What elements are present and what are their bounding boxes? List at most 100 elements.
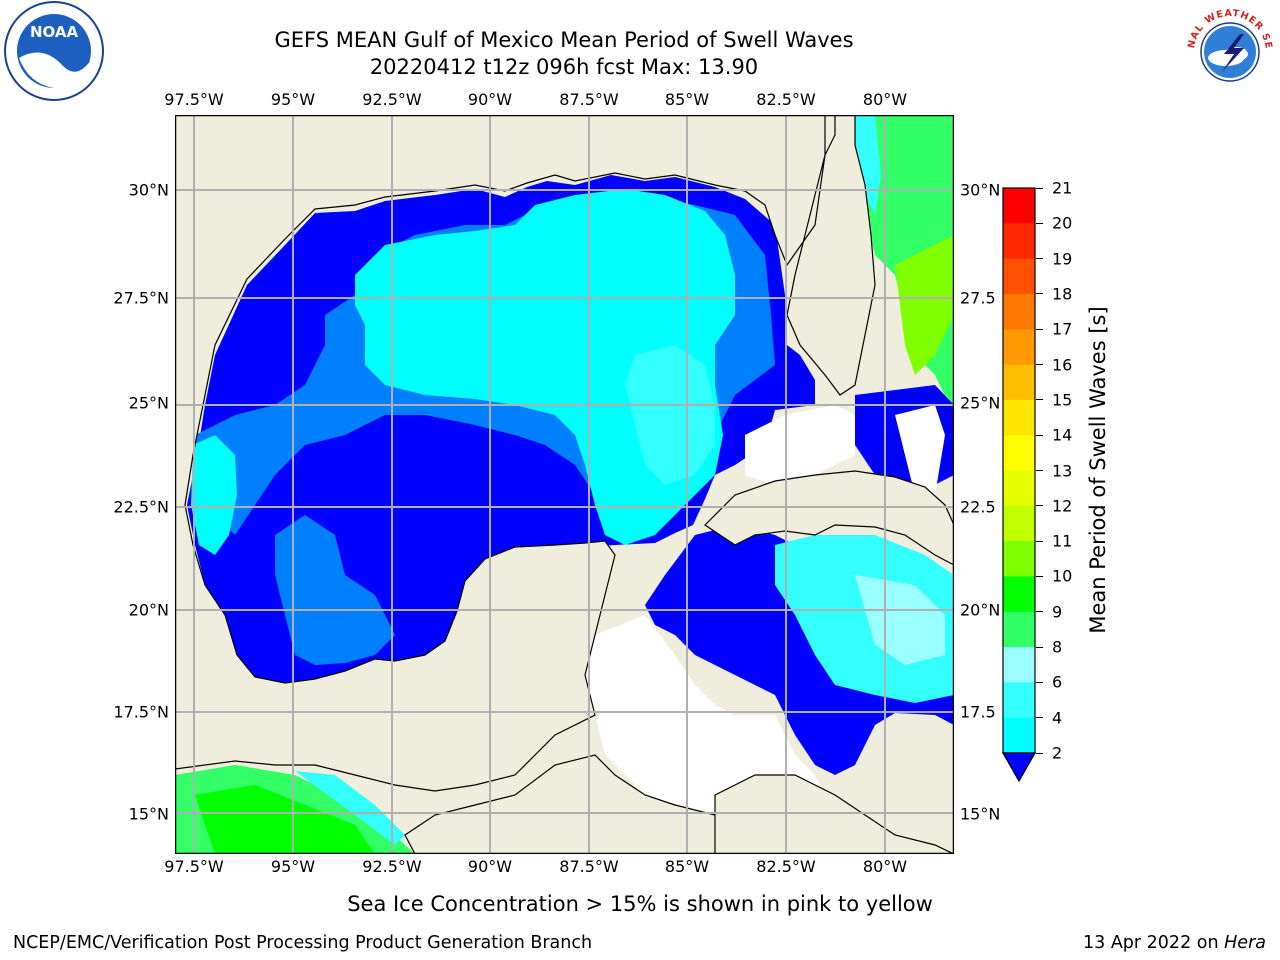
footer-date-text: 13 Apr 2022 on (1083, 933, 1225, 953)
gulf-map (175, 115, 954, 854)
colorbar-band (1003, 399, 1035, 436)
lat-label-left: 22.5°N (113, 497, 169, 517)
colorbar-band (1003, 541, 1035, 578)
lon-label-bottom: 80°W (862, 857, 908, 876)
lat-label-right: 20°N (960, 600, 1001, 620)
nws-logo-icon: NATIONAL WEATHER SERVICE (1180, 0, 1276, 98)
lon-label-bottom: 82.5°W (756, 857, 816, 876)
colorbar-tick-mark (1036, 505, 1043, 507)
colorbar-tick-label: 13 (1052, 461, 1073, 480)
lon-label-top: 97.5°W (164, 90, 224, 109)
lon-label-bottom: 95°W (270, 857, 316, 876)
lat-label-left: 25°N (128, 393, 169, 413)
colorbar-band (1003, 223, 1035, 260)
lat-label-right: 30°N (960, 180, 1001, 200)
colorbar-tick-mark (1036, 258, 1043, 260)
atlantic-water-light (895, 235, 954, 375)
colorbar-tick-label: 11 (1052, 531, 1073, 551)
footer-host: Hera (1224, 933, 1266, 953)
colorbar-band (1003, 329, 1035, 366)
noaa-logo-text: NOAA (30, 23, 79, 41)
caribbean-water-pale (855, 575, 945, 665)
colorbar-tick-label: 21 (1052, 178, 1073, 198)
lon-label-bottom: 90°W (467, 857, 513, 876)
colorbar-tick-mark (1036, 681, 1043, 683)
colorbar-tick-label: 10 (1052, 566, 1073, 586)
colorbar-tick-mark (1036, 611, 1043, 613)
lat-label-left: 17.5°N (113, 702, 169, 722)
lon-label-top: 92.5°W (362, 90, 422, 109)
colorbar-tick-mark (1036, 752, 1043, 754)
gulf-water-mid-south (275, 515, 395, 665)
colorbar-band (1003, 717, 1035, 754)
lon-label-top: 90°W (467, 90, 513, 109)
colorbar-tick-label: 19 (1052, 249, 1073, 269)
colorbar-tick-mark (1036, 399, 1043, 401)
colorbar-tick-mark (1036, 222, 1043, 224)
colorbar-tick-label: 18 (1052, 284, 1073, 304)
gulf-water-pale (625, 345, 715, 485)
colorbar-tick-mark (1036, 293, 1043, 295)
colorbar-band (1003, 647, 1035, 683)
lon-label-top: 85°W (664, 90, 710, 109)
lat-label-right: 27.5 (960, 288, 996, 308)
no-data-keys (895, 405, 945, 495)
lat-label-left: 27.5°N (113, 288, 169, 308)
colorbar-band (1003, 188, 1035, 224)
map-frame (175, 115, 954, 854)
lat-label-right: 17.5 (960, 702, 996, 722)
colorbar-band (1003, 470, 1035, 507)
pacific-water-cyan (295, 771, 405, 845)
colorbar-tick-mark (1036, 717, 1043, 719)
footer-date: 13 Apr 2022 on Hera (1083, 933, 1266, 953)
colorbar-tick-mark (1036, 540, 1043, 542)
colorbar-tick-mark (1036, 364, 1043, 366)
lat-label-right: 22.5 (960, 497, 996, 517)
colorbar-tick-label: 20 (1052, 213, 1073, 233)
lon-label-bottom: 85°W (664, 857, 710, 876)
noaa-logo-icon: NOAA (4, 1, 104, 101)
colorbar-tick-label: 6 (1052, 672, 1063, 692)
honduras-coast (714, 774, 954, 854)
colorbar-tick-label: 15 (1052, 390, 1073, 410)
lat-label-right: 25°N (960, 393, 1001, 413)
colorbar-tick-label: 16 (1052, 355, 1073, 375)
usa-gulf-coast (175, 115, 876, 792)
colorbar-frame (1002, 187, 1036, 754)
pacific-water-green (195, 785, 375, 854)
lon-label-top: 80°W (862, 90, 908, 109)
map-gridlines (175, 115, 954, 854)
colorbar-band (1003, 293, 1035, 330)
colorbar-tick-label: 2 (1052, 743, 1063, 763)
lat-label-left: 20°N (128, 600, 169, 620)
colorbar-tick-mark (1036, 470, 1043, 471)
colorbar-tick-label: 8 (1052, 637, 1063, 657)
colorbar-tick-label: 9 (1052, 602, 1063, 622)
lat-label-right: 15°N (960, 804, 1001, 824)
colorbar-band (1003, 258, 1035, 295)
colorbar-band (1003, 435, 1035, 472)
lat-label-left: 30°N (128, 180, 169, 200)
colorbar-tick-mark (1036, 328, 1043, 330)
colorbar-tick-label: 12 (1052, 496, 1073, 516)
colorbar-tick-mark (1036, 646, 1043, 648)
colorbar-tick-mark (1036, 434, 1043, 436)
colorbar-label: Mean Period of Swell Waves [s] (1086, 306, 1110, 634)
colorbar-tick-mark (1036, 575, 1043, 577)
colorbar-band (1003, 682, 1035, 719)
colorbar-band (1003, 364, 1035, 401)
colorbar-tick-mark (1036, 187, 1043, 189)
colorbar-tick-label: 17 (1052, 319, 1073, 339)
no-data-cuba-north (745, 405, 855, 485)
colorbar (1002, 187, 1036, 783)
lon-label-top: 87.5°W (559, 90, 619, 109)
colorbar-band (1003, 576, 1035, 613)
lon-label-top: 95°W (270, 90, 316, 109)
colorbar-extend-arrow (1002, 752, 1036, 783)
lon-label-bottom: 87.5°W (559, 857, 619, 876)
colorbar-tick-label: 14 (1052, 425, 1073, 445)
lon-label-top: 82.5°W (756, 90, 816, 109)
gulf-water-light (355, 189, 735, 545)
colorbar-tick-label: 4 (1052, 708, 1063, 728)
lat-label-left: 15°N (128, 804, 169, 824)
